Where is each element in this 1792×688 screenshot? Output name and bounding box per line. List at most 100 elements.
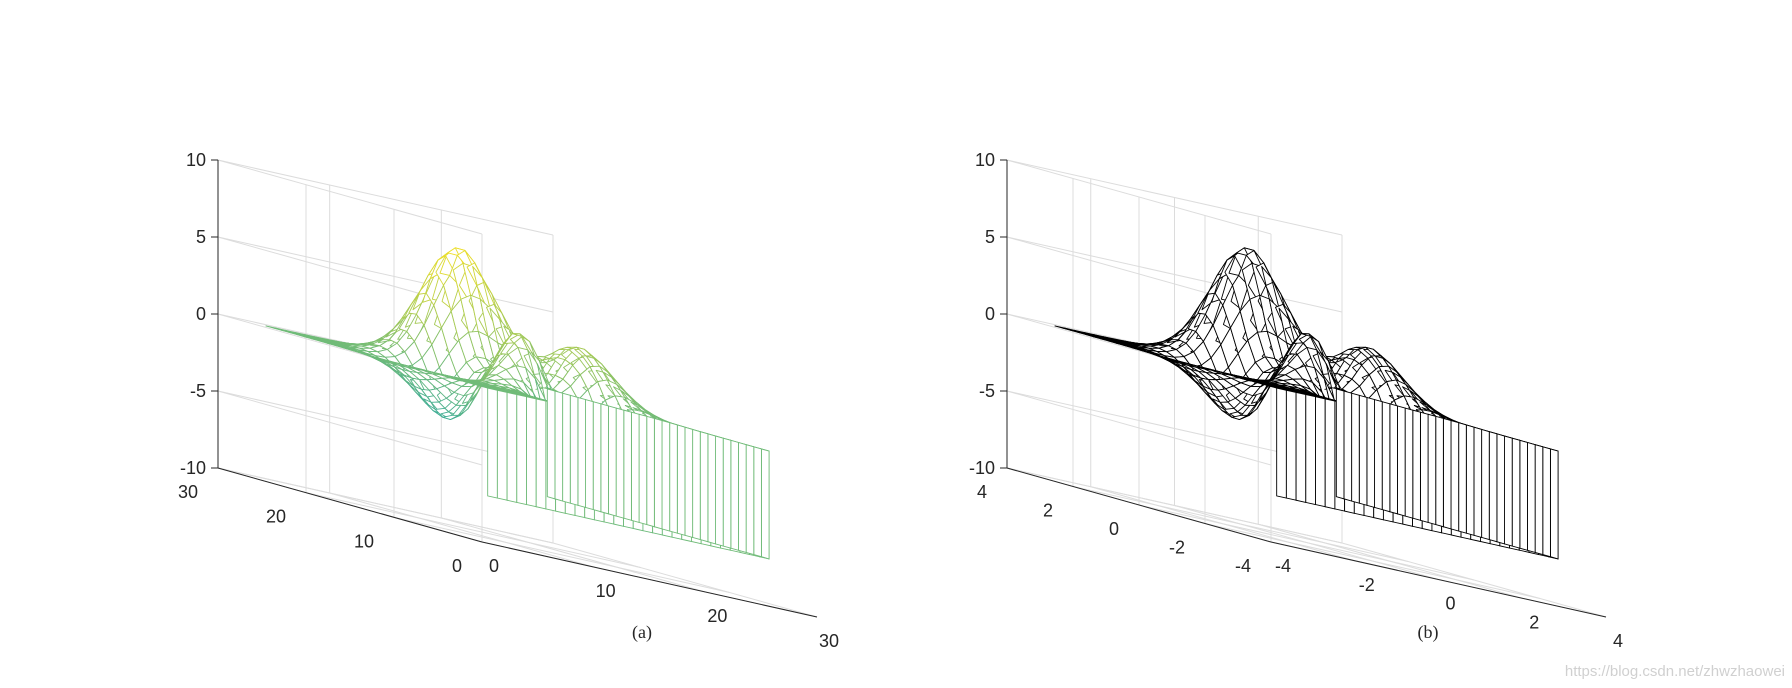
mesh-plot-b: -10 -5 0 5 10 -4 -2 0 2 4 -4 -2 0 2 4 <box>969 150 1623 651</box>
curtain-panel-side <box>722 437 732 549</box>
curtain-panel-side <box>638 413 648 526</box>
backwall-gridline-horizontal <box>1006 159 1343 236</box>
curtain-panel-front <box>1324 398 1336 510</box>
x-tick-label: -4 <box>1275 556 1291 576</box>
curtain-panel-front <box>487 387 498 499</box>
curtain-panel-front <box>1285 389 1297 501</box>
curtain-panel-side <box>592 401 602 513</box>
curtain-panel-front <box>506 391 518 503</box>
y-tick-label: 4 <box>977 482 987 502</box>
y-axis-line <box>1006 467 1272 543</box>
z-tick-label: 0 <box>196 304 206 324</box>
x-tick-label: 0 <box>489 556 499 576</box>
curtain-panel-side <box>623 409 632 521</box>
curtain-panel-side <box>715 435 724 547</box>
curtain-panel-side <box>699 431 709 543</box>
z-tick-label: 5 <box>196 227 206 247</box>
floor-gridline-y <box>1138 504 1475 581</box>
curtain-panel-side <box>569 394 579 506</box>
watermark-text: https://blog.csdn.net/zhwzhaowei <box>1565 663 1785 680</box>
z-tick-label: 10 <box>975 150 995 170</box>
x-axis-line <box>1270 541 1607 618</box>
curtain-panel-side <box>1534 444 1544 556</box>
curtain-panel-side <box>1549 448 1559 560</box>
backwall-gridline-horizontal <box>1006 467 1343 544</box>
curtain-panel-side <box>1397 405 1406 517</box>
curtain-panel-side <box>684 426 694 539</box>
curtain-panel-side <box>1351 392 1360 504</box>
curtain-panel-side <box>1419 411 1429 524</box>
curtain-panel-side <box>1458 422 1467 534</box>
curtain-panel-side <box>1427 413 1437 526</box>
curtain-panel-side <box>745 444 755 556</box>
curtain-panel-side <box>1374 399 1383 511</box>
curtain-panel-front <box>1276 387 1287 499</box>
curtain-panel-side <box>608 405 617 517</box>
y-tick-label: 0 <box>452 556 462 576</box>
y-tick-label: -2 <box>1169 538 1185 558</box>
curtain-panel-side <box>1527 441 1536 554</box>
floor-gridline-y <box>393 516 730 593</box>
curtain-panel-side <box>554 390 564 502</box>
curtain-panel-side <box>753 446 762 558</box>
y-axis-line <box>217 467 483 543</box>
z-tick-label: -10 <box>180 458 206 478</box>
curtain-panel-side <box>1481 428 1490 541</box>
y-tick-label: 0 <box>1109 519 1119 539</box>
curtain-panel-side <box>1473 426 1483 539</box>
floor-gridline-x <box>329 492 594 568</box>
floor-gridline-y <box>1072 486 1409 562</box>
x-tick-label: -2 <box>1359 575 1375 595</box>
curtain-panel-side <box>1389 403 1398 515</box>
y-tick-label: -4 <box>1235 556 1251 576</box>
x-tick-label: 0 <box>1445 594 1455 614</box>
curtain-panel-side <box>1335 388 1345 500</box>
curtain-panel-side <box>653 417 663 530</box>
z-tick-label: 10 <box>186 150 206 170</box>
curtain-panel-side <box>669 422 678 534</box>
backwall-gridline-horizontal <box>217 467 554 544</box>
x-tick-label: 30 <box>819 631 839 651</box>
curtain-panel-side <box>546 388 556 500</box>
backwall-gridline-horizontal <box>217 236 554 313</box>
curtain-panel-side <box>1366 396 1376 509</box>
z-tick-label: -5 <box>979 381 995 401</box>
floor-gridline-y <box>1204 523 1541 599</box>
curtain-panel-side <box>1412 409 1421 521</box>
curtain-panel-side <box>1343 390 1353 502</box>
curtain-panel-front <box>535 398 547 510</box>
curtain-panel-front <box>496 389 508 501</box>
curtain-panel-side <box>577 396 587 509</box>
y-tick-label: 30 <box>178 482 198 502</box>
curtain-panel-side <box>615 407 625 519</box>
sidewall-gridline-horizontal <box>217 390 483 466</box>
curtain-panel-side <box>630 411 640 524</box>
curtain-panel-side <box>707 433 717 545</box>
x-axis-line <box>481 541 818 618</box>
curtain-panel-side <box>1358 394 1368 506</box>
z-tick-label: 5 <box>985 227 995 247</box>
curtain-panel-side <box>738 441 747 554</box>
x-tick-label: 10 <box>596 581 616 601</box>
curtain-panel-side <box>1511 437 1521 549</box>
x-tick-label: 4 <box>1613 631 1623 651</box>
curtain-panel-side <box>1465 424 1475 536</box>
curtain-panel-side <box>1496 433 1506 545</box>
curtain-panel-side <box>1504 435 1513 547</box>
curtain-panel-side <box>1404 407 1414 519</box>
backwall-gridline-horizontal <box>217 159 554 236</box>
curtain-panel-side <box>692 428 701 541</box>
x-tick-label: 20 <box>707 606 727 626</box>
curtain-panel-front <box>1315 396 1326 508</box>
z-tick-label: 0 <box>985 304 995 324</box>
y-tick-label: 10 <box>354 531 374 551</box>
curtain-panel-side <box>1442 417 1452 530</box>
backwall-gridline-horizontal <box>1006 236 1343 313</box>
mesh-plot-a: -10 -5 0 5 10 0 10 20 30 0 10 20 30 <box>178 150 839 651</box>
curtain-panel-side <box>676 424 686 536</box>
caption-a: (a) <box>632 622 652 643</box>
curtain-panel-side <box>1542 446 1551 558</box>
curtain-panel-side <box>600 403 609 515</box>
curtain-panel-side <box>646 415 655 528</box>
caption-b: (b) <box>1418 622 1439 643</box>
